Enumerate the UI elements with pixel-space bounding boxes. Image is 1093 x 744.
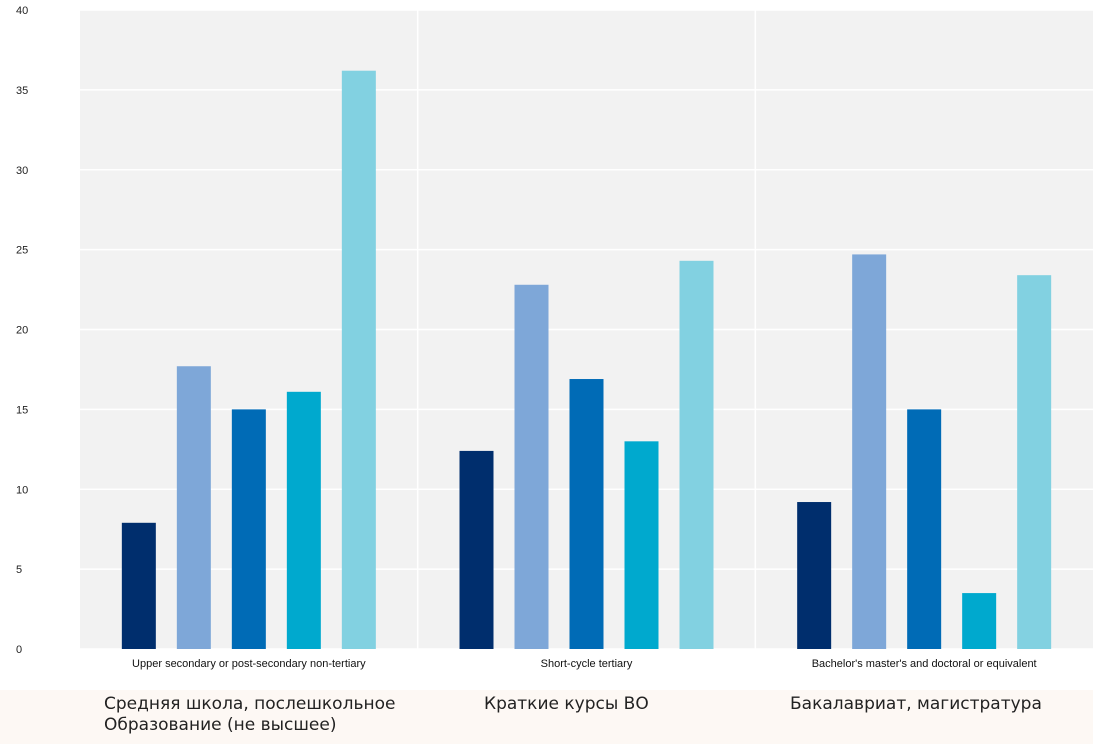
bar xyxy=(176,366,211,649)
chart-area: 0 5 10 15 20 25 30 35 40 Upper secondary or post-… xyxy=(0,0,1093,690)
bar xyxy=(852,254,887,650)
bar xyxy=(569,379,604,649)
y-tick-label: 10 xyxy=(16,484,28,496)
y-tick-label: 35 xyxy=(16,85,28,97)
translation-label-3: Бакалавриат, магистратура xyxy=(790,694,1042,714)
translation-label-2: Краткие курсы ВО xyxy=(484,694,649,714)
bar xyxy=(341,70,376,649)
x-category-label: Short-cycle tertiary xyxy=(541,658,633,670)
bar xyxy=(121,522,156,649)
bar xyxy=(459,450,494,649)
bar xyxy=(514,284,549,649)
bar xyxy=(962,593,997,649)
y-tick-label: 20 xyxy=(16,325,28,337)
x-category-label: Bachelor's master's and doctoral or equi… xyxy=(812,658,1037,670)
bar xyxy=(679,260,714,649)
bar-chart: 0 5 10 15 20 25 30 35 40 Upper secondary or post-… xyxy=(16,5,1093,670)
y-tick-label: 25 xyxy=(16,245,28,257)
translation-label-1: Средняя школа, послешкольное Образование… xyxy=(104,694,396,735)
bar xyxy=(286,391,321,649)
y-tick-label: 40 xyxy=(16,5,28,17)
bar xyxy=(907,409,942,649)
y-tick-label: 0 xyxy=(16,644,22,656)
y-tick-label: 15 xyxy=(16,404,28,416)
y-tick-label: 5 xyxy=(16,564,22,576)
bar xyxy=(624,441,659,649)
bar xyxy=(1017,275,1052,649)
bar xyxy=(231,409,266,649)
x-category-label: Upper secondary or post-secondary non-te… xyxy=(132,658,366,670)
bar xyxy=(797,502,832,649)
y-tick-label: 30 xyxy=(16,165,28,177)
